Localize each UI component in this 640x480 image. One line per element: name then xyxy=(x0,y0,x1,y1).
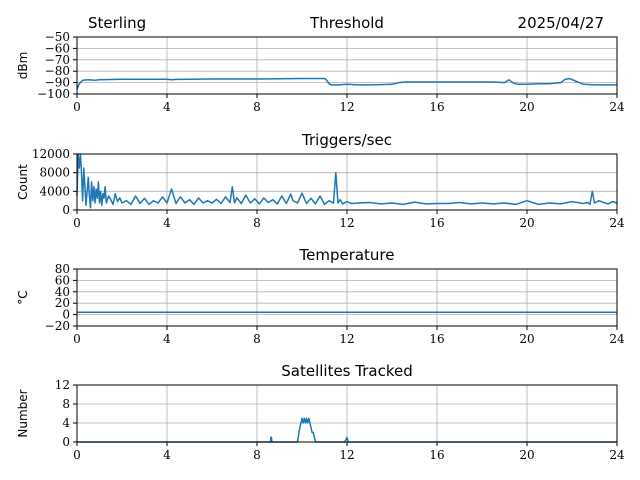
x-tick-label: 16 xyxy=(429,216,444,230)
x-tick-label: 0 xyxy=(73,100,81,114)
x-tick-label: 20 xyxy=(519,100,534,114)
x-tick-label: 16 xyxy=(429,100,444,114)
x-tick-label: 4 xyxy=(163,332,171,346)
y-tick-label: 20 xyxy=(55,296,70,310)
x-tick-label: 12 xyxy=(339,216,354,230)
x-tick-label: 4 xyxy=(163,216,171,230)
report-date: 2025/04/27 xyxy=(518,14,604,32)
x-tick-label: 16 xyxy=(429,332,444,346)
x-tick-label: 12 xyxy=(339,332,354,346)
y-tick-label: −20 xyxy=(45,319,70,333)
y-axis-label: Number xyxy=(16,389,30,437)
y-tick-label: −90 xyxy=(45,76,70,90)
x-tick-label: 20 xyxy=(519,332,534,346)
y-tick-label: −100 xyxy=(37,87,70,101)
chart-title: Satellites Tracked xyxy=(281,362,412,380)
chart-1: 0 4 8 12 16 20 24 0 4000 8000 12000 Triggers/sec Cou… xyxy=(16,131,625,230)
x-tick-label: 24 xyxy=(609,448,625,462)
x-tick-label: 4 xyxy=(163,448,171,462)
x-tick-label: 24 xyxy=(609,100,625,114)
y-tick-label: 40 xyxy=(55,285,70,299)
y-tick-label: 0 xyxy=(62,203,70,217)
chart-title: Triggers/sec xyxy=(301,131,392,149)
x-tick-label: 8 xyxy=(253,216,261,230)
y-tick-label: 4 xyxy=(62,416,70,430)
y-axis-label: dBm xyxy=(16,52,30,80)
x-tick-label: 12 xyxy=(339,100,354,114)
chart-0: 0 4 8 12 16 20 24 −100−90−80−70−60−50 Threshold d… xyxy=(16,14,625,114)
x-tick-label: 8 xyxy=(253,332,261,346)
x-tick-label: 0 xyxy=(73,332,81,346)
chart-title: Temperature xyxy=(298,246,394,264)
x-tick-label: 8 xyxy=(253,100,261,114)
x-tick-label: 12 xyxy=(339,448,354,462)
x-tick-label: 0 xyxy=(73,216,81,230)
y-tick-label: 0 xyxy=(62,308,70,322)
y-tick-label: 60 xyxy=(55,273,70,287)
y-tick-label: −60 xyxy=(45,41,70,55)
y-tick-label: −70 xyxy=(45,53,70,67)
y-axis-label: Count xyxy=(16,164,30,200)
x-tick-label: 24 xyxy=(609,216,625,230)
chart-title: Threshold xyxy=(309,14,384,32)
series-line-0-0 xyxy=(76,77,617,90)
x-tick-label: 8 xyxy=(253,448,261,462)
chart-3: 0 4 8 12 16 20 24 0 4 8 12 Satellites Tracked Number xyxy=(16,362,625,462)
x-tick-label: 20 xyxy=(519,216,534,230)
x-tick-label: 24 xyxy=(609,332,625,346)
site-name: Sterling xyxy=(88,14,146,32)
y-tick-label: 8 xyxy=(62,397,70,411)
x-tick-label: 20 xyxy=(519,448,534,462)
y-tick-label: 80 xyxy=(55,262,70,276)
x-tick-label: 0 xyxy=(73,448,81,462)
x-tick-label: 16 xyxy=(429,448,444,462)
y-tick-label: −80 xyxy=(45,64,70,78)
series-line-1-0 xyxy=(76,153,618,209)
y-tick-label: 12000 xyxy=(32,147,70,161)
y-axis-label: °C xyxy=(16,290,30,304)
y-tick-label: 4000 xyxy=(39,184,70,198)
x-tick-label: 4 xyxy=(163,100,171,114)
chart-panels: 0 4 8 12 16 20 24 −100−90−80−70−60−50 Threshold d… xyxy=(16,14,625,462)
y-tick-label: 8000 xyxy=(39,166,70,180)
y-tick-label: 0 xyxy=(62,435,70,449)
y-tick-label: 12 xyxy=(55,378,70,392)
y-tick-label: −50 xyxy=(45,30,70,44)
